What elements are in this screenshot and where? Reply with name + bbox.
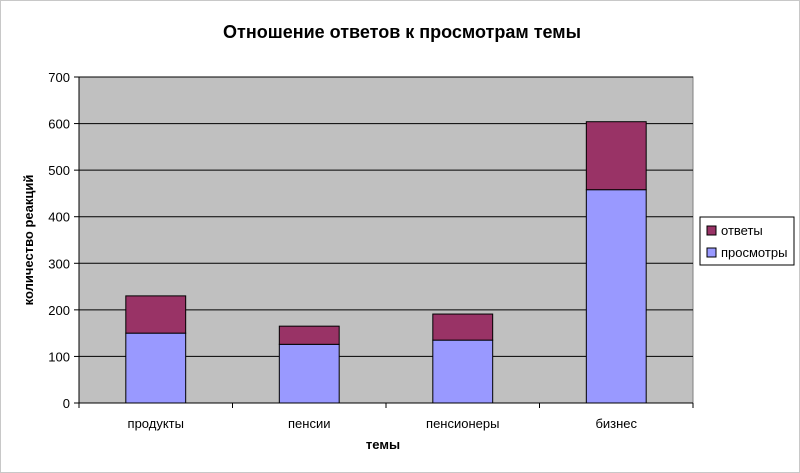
- bar-просмотры: [125, 332, 187, 404]
- x-tick-label: бизнес: [595, 416, 637, 431]
- legend: ответы просмотры: [699, 216, 795, 266]
- y-tick-label: 700: [48, 70, 70, 85]
- chart-title: Отношение ответов к просмотрам темы: [223, 22, 581, 42]
- y-tick-label: 500: [48, 163, 70, 178]
- plot-area: 0 100 200 300 400 500 600 700 продукты пенсии пенс…: [48, 70, 694, 431]
- y-tick-label: 400: [48, 210, 70, 225]
- y-axis-title: количество реакций: [21, 175, 36, 306]
- bar-ответы: [278, 325, 340, 345]
- bar-просмотры: [278, 343, 340, 404]
- y-tick-label: 600: [48, 117, 70, 132]
- y-tick-label: 200: [48, 303, 70, 318]
- legend-swatch-ответы: [706, 225, 717, 236]
- y-tick-label: 100: [48, 349, 70, 364]
- bar-ответы: [585, 121, 647, 191]
- bar-ответы: [432, 313, 494, 341]
- y-tick-label: 300: [48, 256, 70, 271]
- bar-ответы: [125, 295, 187, 334]
- y-tick-label: 0: [63, 396, 70, 411]
- bar-просмотры: [432, 339, 494, 404]
- legend-label-ответы: ответы: [721, 223, 763, 238]
- legend-label-просмотры: просмотры: [721, 245, 787, 260]
- x-axis-title: темы: [366, 437, 400, 452]
- x-tick-label: продукты: [128, 416, 184, 431]
- x-tick-label: пенсии: [288, 416, 330, 431]
- bar-просмотры: [585, 189, 647, 404]
- legend-swatch-просмотры: [706, 247, 717, 258]
- x-tick-label: пенсионеры: [426, 416, 499, 431]
